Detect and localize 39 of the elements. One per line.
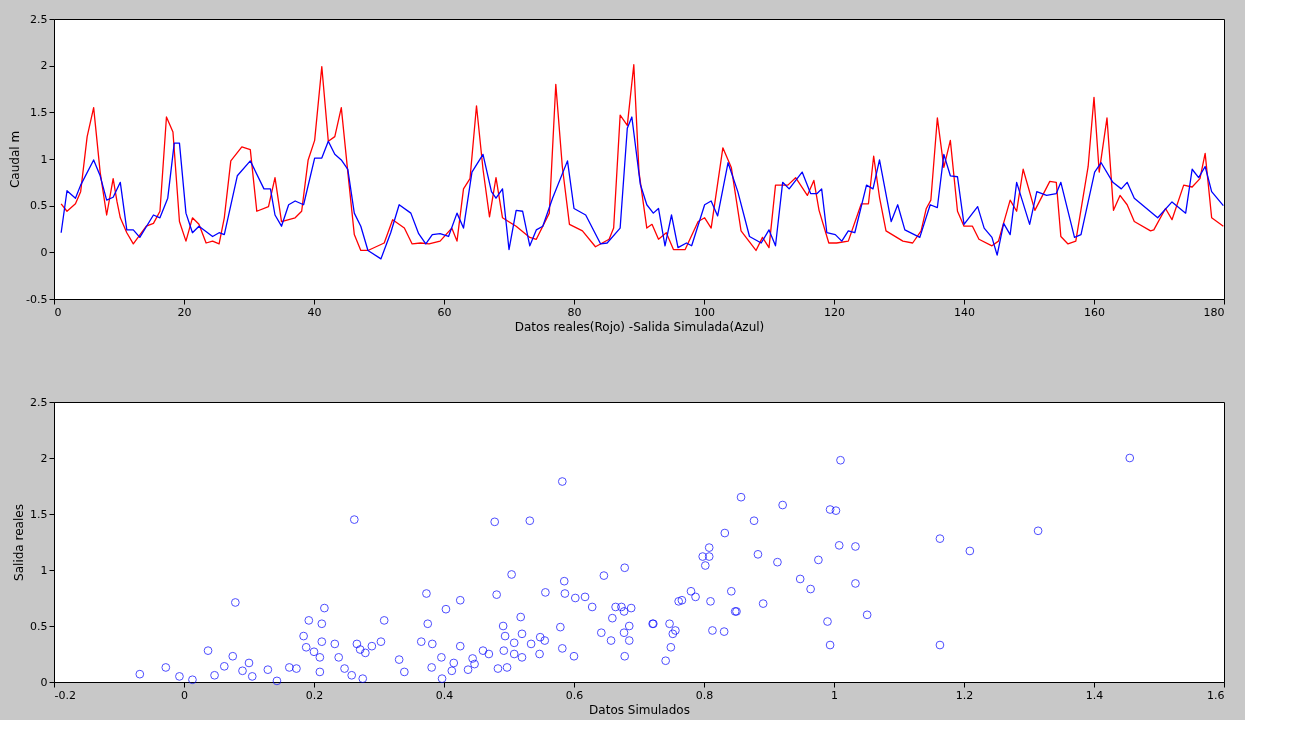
x-tick-label: 60 (437, 305, 452, 319)
line-series (60, 64, 1224, 252)
x-tick-label: 0.6 (565, 688, 584, 702)
y-tick-label: 2.5 (30, 12, 48, 26)
x-tick-label: 0.8 (695, 688, 714, 702)
x-tick-label: 100 (694, 305, 715, 319)
y-tick-label: 2 (40, 451, 48, 465)
x-tick-label: 0.2 (305, 688, 324, 702)
y-tick-label: 1.5 (30, 105, 48, 119)
y-tick-label: 0 (40, 245, 48, 259)
y-tick-label: 2.5 (30, 395, 48, 409)
y-tick-label: 1 (40, 152, 48, 166)
y-tick-label: 0 (40, 675, 48, 689)
y-axis-title: Salida reales (12, 504, 27, 581)
x-tick-label: 0.4 (435, 688, 454, 702)
x-tick-label: 0 (181, 688, 188, 702)
y-tick-label: 0.5 (30, 619, 48, 633)
y-axis-title: Caudal m (8, 130, 23, 189)
y-tick-label: -0.5 (26, 292, 48, 306)
x-tick-label: 1 (831, 688, 838, 702)
x-tick-label: 1.6 (1207, 688, 1225, 702)
y-tick-label: 1 (40, 563, 48, 577)
x-tick-label: 180 (1203, 305, 1225, 319)
y-tick-label: 1.5 (30, 507, 48, 521)
x-tick-label: 0 (54, 305, 62, 319)
x-tick-label: 140 (954, 305, 975, 319)
x-tick-label: 1.4 (1085, 688, 1104, 702)
x-tick-label: 120 (824, 305, 845, 319)
line-series (60, 116, 1224, 260)
y-tick-label: 2 (40, 59, 48, 73)
x-tick-label: 1.2 (955, 688, 974, 702)
x-axis-title: Datos Simulados (589, 702, 690, 717)
y-tick-label: 0.5 (30, 199, 48, 213)
x-tick-label: 160 (1084, 305, 1105, 319)
x-tick-label: 20 (177, 305, 192, 319)
x-axis-title: Datos reales(Rojo) -Salida Simulada(Azul) (514, 319, 765, 334)
x-tick-label: 40 (307, 305, 322, 319)
x-tick-label: 80 (567, 305, 582, 319)
x-tick-label: -0.2 (54, 688, 76, 702)
